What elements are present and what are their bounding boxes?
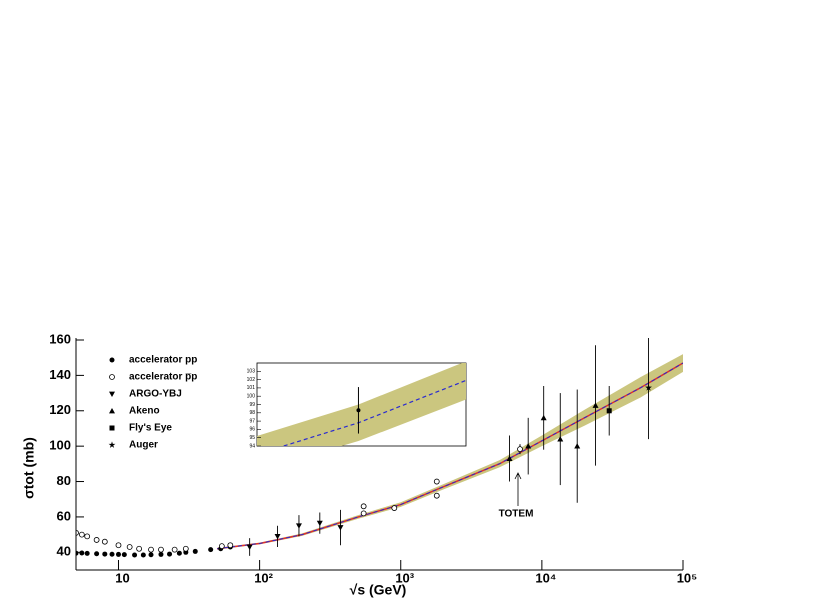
point	[158, 546, 164, 553]
inset-axes: 94 95 96 97 98 99 100 101 102 103	[247, 369, 261, 449]
point	[84, 533, 91, 540]
point	[208, 547, 214, 553]
axes: 40 60 80 100 120 140 160 10 10² 10³ 10⁴ 10⁵	[49, 331, 697, 585]
point	[645, 384, 652, 391]
point	[121, 552, 127, 558]
legend: accelerator pp accelerator p̅p ARGO-YBJ Ake…	[108, 355, 197, 451]
legend-label: ARGO-YBJ	[129, 389, 182, 400]
point	[126, 544, 133, 550]
point	[316, 520, 323, 527]
point	[78, 531, 85, 538]
x-tick-label: 10³	[395, 570, 414, 585]
legend-label: Akeno	[129, 406, 160, 417]
fit-line-dashed	[217, 362, 683, 550]
point	[167, 551, 173, 557]
point	[109, 408, 115, 414]
point	[109, 425, 115, 431]
legend-label: accelerator pp	[129, 355, 197, 366]
point	[295, 523, 302, 529]
point	[606, 408, 612, 414]
legend-label: Fly's Eye	[129, 423, 172, 434]
point	[158, 551, 164, 557]
inset-y-tick-label: 95	[249, 435, 255, 441]
point	[101, 538, 108, 545]
point	[136, 545, 143, 552]
y-tick-label: 160	[49, 331, 71, 346]
band-layer	[217, 354, 683, 550]
y-tick-label: 100	[49, 438, 71, 453]
inset-y-tick-label: 96	[249, 427, 255, 433]
point	[360, 510, 367, 517]
point	[592, 402, 599, 408]
inset-y-tick-label: 97	[249, 418, 255, 424]
x-tick-label: 10⁵	[677, 570, 698, 585]
x-tick-label: 10⁴	[535, 570, 556, 585]
point	[517, 446, 523, 453]
point	[525, 443, 532, 449]
point	[109, 374, 115, 380]
point	[506, 455, 513, 461]
point	[115, 551, 121, 557]
point	[218, 543, 225, 550]
inset-band	[257, 363, 466, 446]
point	[79, 550, 85, 556]
point	[356, 408, 361, 413]
x-axis-title: √s (GeV)	[350, 582, 407, 598]
point	[94, 551, 100, 557]
point	[433, 492, 440, 499]
point	[140, 552, 146, 558]
point	[274, 533, 281, 540]
plot-area	[76, 338, 652, 558]
inset-plot	[257, 363, 466, 446]
point	[391, 505, 398, 511]
y-tick-label: 80	[57, 473, 71, 488]
point	[337, 525, 344, 531]
inset-y-tick-label: 100	[247, 394, 256, 400]
legend-label: accelerator p̅p	[129, 372, 197, 383]
point	[176, 550, 182, 556]
point	[76, 529, 79, 536]
point	[182, 545, 189, 552]
inset-y-tick-label: 102	[247, 377, 256, 383]
point	[109, 357, 115, 363]
y-tick-label: 120	[49, 402, 71, 417]
point	[132, 552, 138, 558]
point	[93, 537, 100, 543]
x-tick-label: 10	[115, 570, 129, 585]
point	[115, 542, 122, 549]
point	[433, 478, 440, 485]
point	[84, 550, 90, 556]
inset-y-tick-label: 103	[247, 369, 256, 375]
point	[192, 548, 198, 554]
annotation: TOTEM	[499, 509, 534, 520]
point	[148, 546, 154, 553]
x-tick-label: 10²	[254, 570, 273, 585]
point	[227, 542, 234, 549]
inset-y-tick-label: 101	[247, 385, 256, 391]
point	[108, 441, 116, 448]
point	[246, 544, 253, 550]
y-tick-label: 60	[57, 508, 71, 523]
y-tick-label: 140	[49, 367, 71, 382]
inset-y-tick-label: 98	[249, 410, 255, 416]
point	[574, 443, 581, 449]
point	[171, 546, 178, 553]
point	[360, 503, 367, 510]
inset-y-tick-label: 99	[249, 402, 255, 408]
point	[148, 552, 154, 558]
point	[109, 391, 115, 397]
point	[540, 414, 547, 421]
point	[102, 551, 108, 557]
legend-label: Auger	[129, 440, 158, 451]
y-tick-label: 40	[57, 544, 71, 559]
inset-y-tick-label: 94	[249, 443, 255, 449]
y-axis-title: σtot (mb)	[21, 437, 37, 499]
point	[109, 551, 115, 557]
point	[557, 436, 564, 442]
annotation-arrow	[514, 472, 522, 506]
